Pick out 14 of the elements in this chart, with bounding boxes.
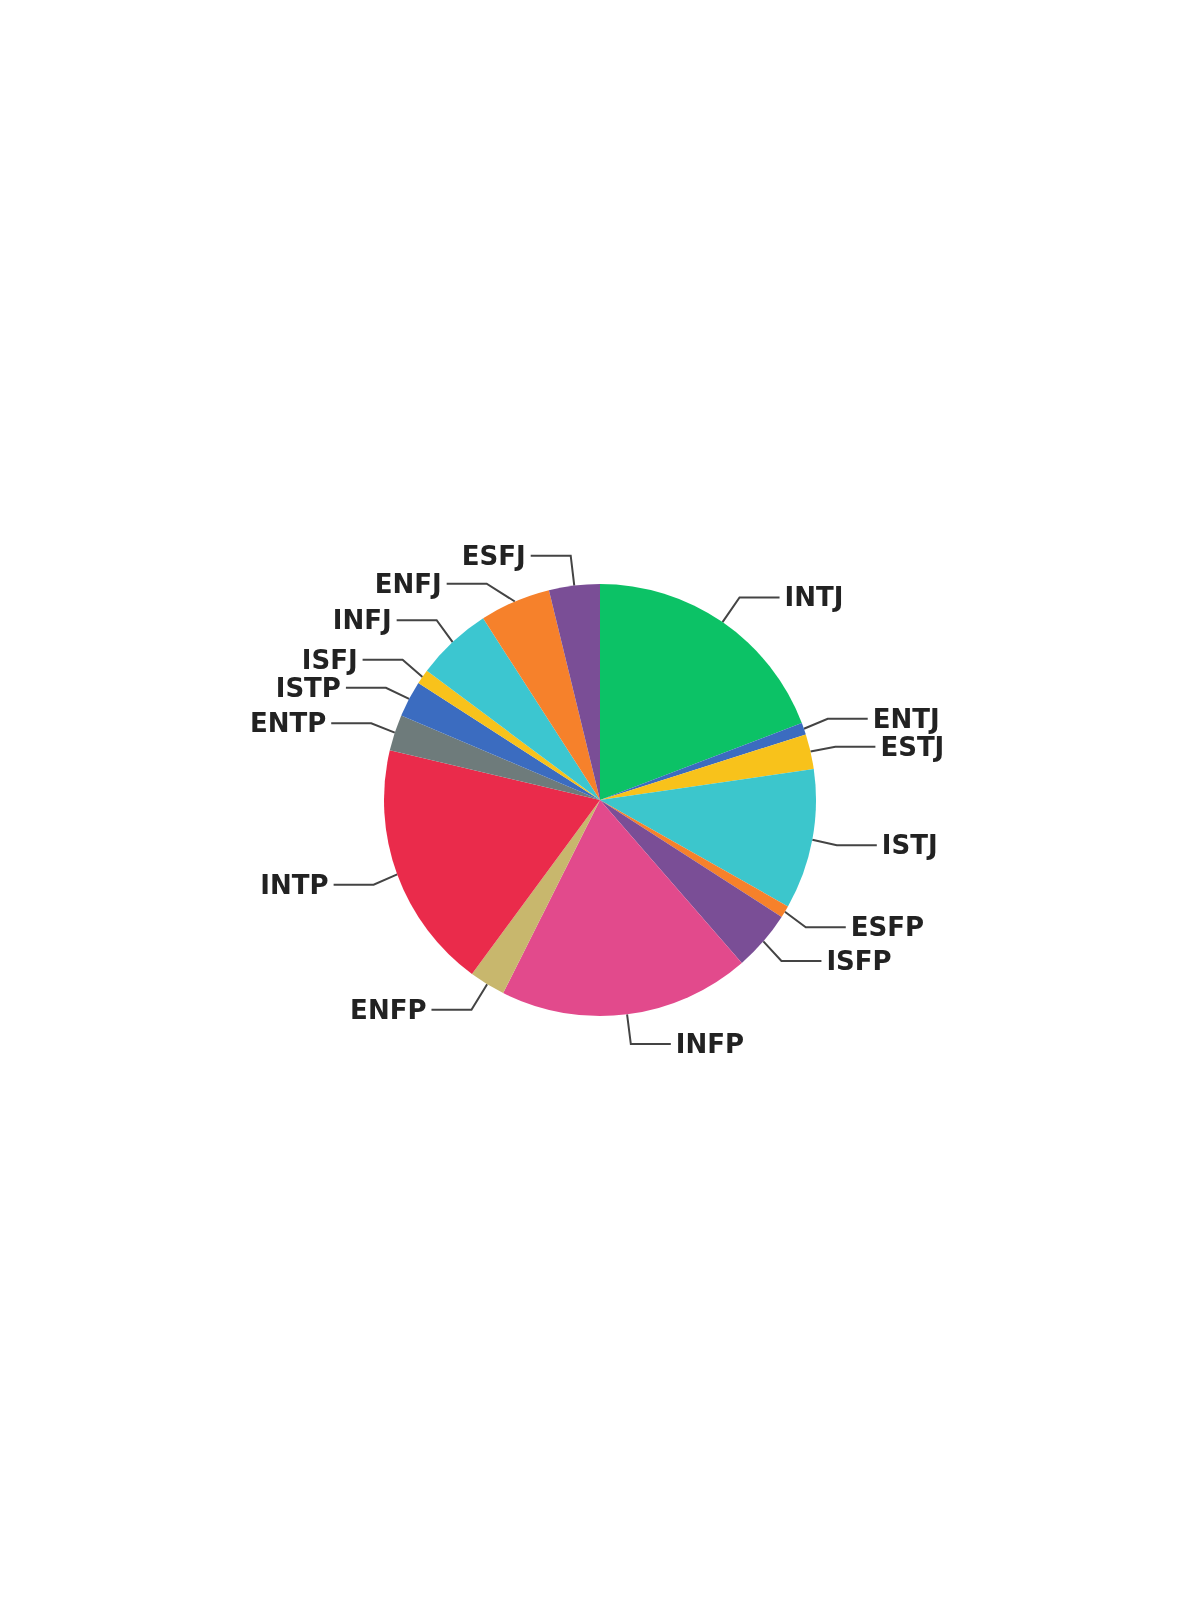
slice-label: ENTP xyxy=(249,708,327,739)
slice-label: INTJ xyxy=(784,582,844,613)
slice-label: ISFJ xyxy=(301,644,358,675)
slice-label: ESFP xyxy=(850,912,925,943)
slice-label: ENFJ xyxy=(374,568,442,599)
slice-label: ISTJ xyxy=(881,830,938,861)
slice-label: ENTJ xyxy=(872,703,940,734)
slice-label: INTP xyxy=(260,869,329,900)
slice-label: INFP xyxy=(675,1029,745,1060)
slice-label: ESFJ xyxy=(461,540,526,571)
slice-label: ISTP xyxy=(275,672,341,703)
slice-label: ENFP xyxy=(350,994,427,1025)
slice-label: INFJ xyxy=(332,605,392,636)
slice-label: ISFP xyxy=(826,945,892,976)
